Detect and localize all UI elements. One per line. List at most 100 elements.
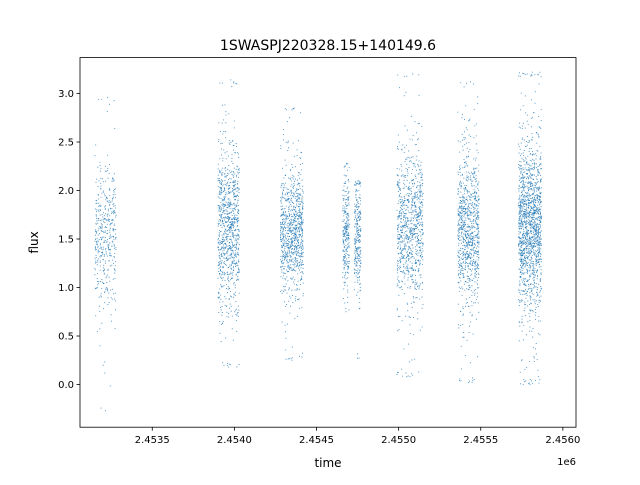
data-point xyxy=(238,187,240,190)
data-point xyxy=(405,260,407,262)
data-point xyxy=(295,166,297,168)
data-point xyxy=(223,257,225,259)
data-point xyxy=(474,227,476,229)
data-point xyxy=(102,248,104,250)
data-point xyxy=(231,242,234,244)
data-point xyxy=(464,200,466,202)
data-point xyxy=(348,272,350,274)
data-point xyxy=(284,242,286,244)
data-point xyxy=(457,210,459,213)
data-point xyxy=(403,76,405,78)
data-point xyxy=(234,230,236,232)
data-point xyxy=(530,99,533,101)
data-point xyxy=(232,265,235,267)
data-point xyxy=(536,190,538,192)
data-point xyxy=(471,184,473,186)
data-point xyxy=(343,249,345,251)
data-point xyxy=(233,193,235,195)
data-point xyxy=(418,94,420,96)
data-point xyxy=(345,229,347,231)
data-point xyxy=(114,265,116,267)
data-point xyxy=(459,183,461,185)
data-point xyxy=(465,238,468,240)
data-point xyxy=(235,204,237,206)
data-point xyxy=(522,187,525,189)
data-point xyxy=(401,165,403,167)
data-point xyxy=(297,196,299,199)
data-point xyxy=(291,278,293,280)
data-point xyxy=(106,219,108,222)
data-point xyxy=(229,221,231,224)
data-point xyxy=(400,287,402,289)
data-point xyxy=(290,190,293,192)
data-point xyxy=(355,206,358,208)
data-point xyxy=(397,316,399,318)
data-point xyxy=(522,189,524,191)
data-point xyxy=(475,135,477,137)
data-point xyxy=(469,256,472,258)
data-point xyxy=(282,254,284,256)
data-point xyxy=(230,256,232,258)
data-point xyxy=(354,251,356,253)
data-point xyxy=(343,256,345,258)
data-point xyxy=(301,197,303,199)
data-point xyxy=(400,205,402,207)
data-point xyxy=(346,260,348,262)
data-point xyxy=(538,283,540,285)
data-point xyxy=(463,205,466,207)
data-point xyxy=(220,202,222,204)
data-point xyxy=(422,245,424,247)
data-point xyxy=(103,270,105,272)
data-point xyxy=(346,262,348,264)
data-point xyxy=(397,265,399,267)
data-point xyxy=(353,211,356,213)
data-point xyxy=(401,229,403,232)
data-point xyxy=(457,282,460,284)
data-point xyxy=(220,188,222,190)
data-point xyxy=(300,249,302,252)
data-point xyxy=(227,277,229,279)
data-point xyxy=(97,249,100,251)
data-point xyxy=(397,134,399,136)
data-point xyxy=(234,244,236,246)
data-point xyxy=(421,221,423,223)
data-point xyxy=(457,194,459,196)
data-point xyxy=(105,170,107,172)
data-point xyxy=(233,283,235,285)
data-point xyxy=(229,266,231,268)
data-point xyxy=(416,265,418,267)
data-point xyxy=(348,309,350,311)
data-point xyxy=(354,238,356,240)
data-point xyxy=(521,359,523,361)
data-point xyxy=(221,189,223,191)
data-point xyxy=(342,220,344,223)
data-point xyxy=(411,236,413,238)
data-point xyxy=(220,171,222,173)
data-point xyxy=(410,223,412,225)
data-point xyxy=(400,235,402,237)
data-point xyxy=(475,263,477,265)
data-point xyxy=(348,255,350,257)
data-point xyxy=(422,179,424,181)
data-point xyxy=(356,294,358,296)
data-point xyxy=(403,95,405,97)
data-point xyxy=(462,199,464,201)
data-point xyxy=(344,284,346,286)
data-point xyxy=(411,359,413,361)
data-point xyxy=(473,175,475,177)
data-point xyxy=(230,249,232,251)
data-point xyxy=(291,219,293,221)
data-point xyxy=(114,300,117,302)
data-point xyxy=(299,208,301,210)
data-point xyxy=(346,169,349,171)
data-point xyxy=(346,265,348,267)
data-point xyxy=(220,205,222,207)
data-point xyxy=(224,166,226,169)
data-point xyxy=(294,218,296,220)
data-point xyxy=(357,253,359,255)
data-point xyxy=(402,211,404,213)
data-point xyxy=(477,262,479,264)
data-point xyxy=(342,238,344,240)
data-point xyxy=(344,182,346,184)
data-point xyxy=(235,229,237,231)
